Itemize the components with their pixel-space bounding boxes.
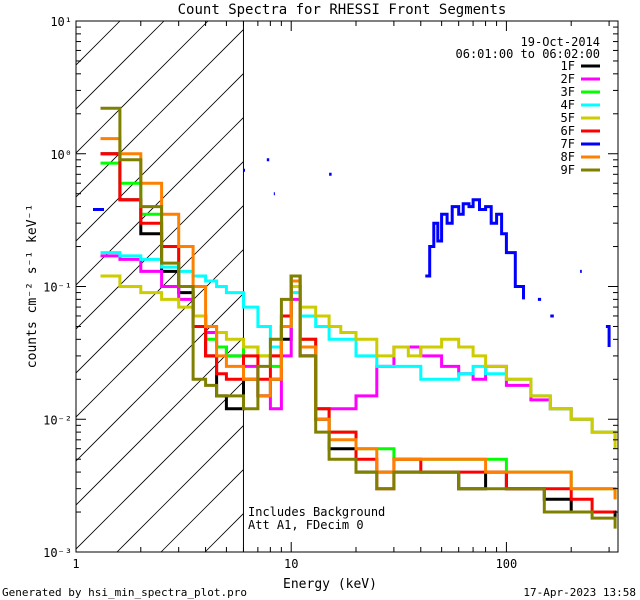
series-6f-line (100, 152, 616, 514)
legend-label-7f: 7F (561, 137, 575, 151)
legend-label-8f: 8F (561, 150, 575, 164)
legend-label-4f: 4F (561, 98, 575, 112)
annotation-attenuator: Att A1, FDecim 0 (248, 518, 364, 532)
annotation-background: Includes Background (248, 505, 385, 519)
chart-title: Count Spectra for RHESSI Front Segments (178, 2, 507, 18)
legend-label-9f: 9F (561, 163, 575, 177)
footer-timestamp: 17-Apr-2023 13:58 (523, 586, 636, 599)
series-5f-line (100, 274, 617, 449)
legend-label-3f: 3F (561, 85, 575, 99)
x-tick-label: 10 (284, 557, 298, 571)
hatch-line (76, 336, 244, 506)
footer-generated-by: Generated by hsi_min_spectra_plot.pro (2, 586, 247, 599)
series-9f-line (100, 106, 617, 529)
y-tick-label: 10⁻³ (43, 546, 72, 560)
hatch-line (76, 380, 244, 550)
axis-ticks: 1 10 100 10⁻³ 10⁻² 10⁻¹ 10⁰ 10¹ (43, 15, 618, 571)
legend-date: 19-Oct-2014 (521, 35, 600, 49)
series-1f-line (100, 152, 617, 519)
y-tick-label: 10¹ (50, 15, 72, 29)
legend-time-range: 06:01:00 to 06:02:00 (456, 47, 601, 61)
legend-label-1f: 1F (561, 59, 575, 73)
y-tick-label: 10⁻¹ (43, 281, 72, 295)
y-tick-label: 10⁻² (43, 413, 72, 427)
legend-label-6f: 6F (561, 124, 575, 138)
y-axis-label: counts cm⁻² s⁻¹ keV⁻¹ (25, 204, 40, 368)
legend-label-5f: 5F (561, 111, 575, 125)
series-lines (93, 106, 617, 529)
hatch-line (116, 424, 244, 552)
legend-label-2f: 2F (561, 72, 575, 86)
series-8f-line (100, 137, 617, 500)
hatch-line (76, 28, 244, 198)
y-tick-label: 10⁰ (50, 148, 72, 162)
x-axis-label: Energy (keV) (283, 577, 377, 592)
hatch-line (76, 72, 244, 242)
series-7f-line (93, 158, 611, 347)
x-tick-label: 100 (496, 557, 518, 571)
x-tick-label: 1 (72, 557, 79, 571)
